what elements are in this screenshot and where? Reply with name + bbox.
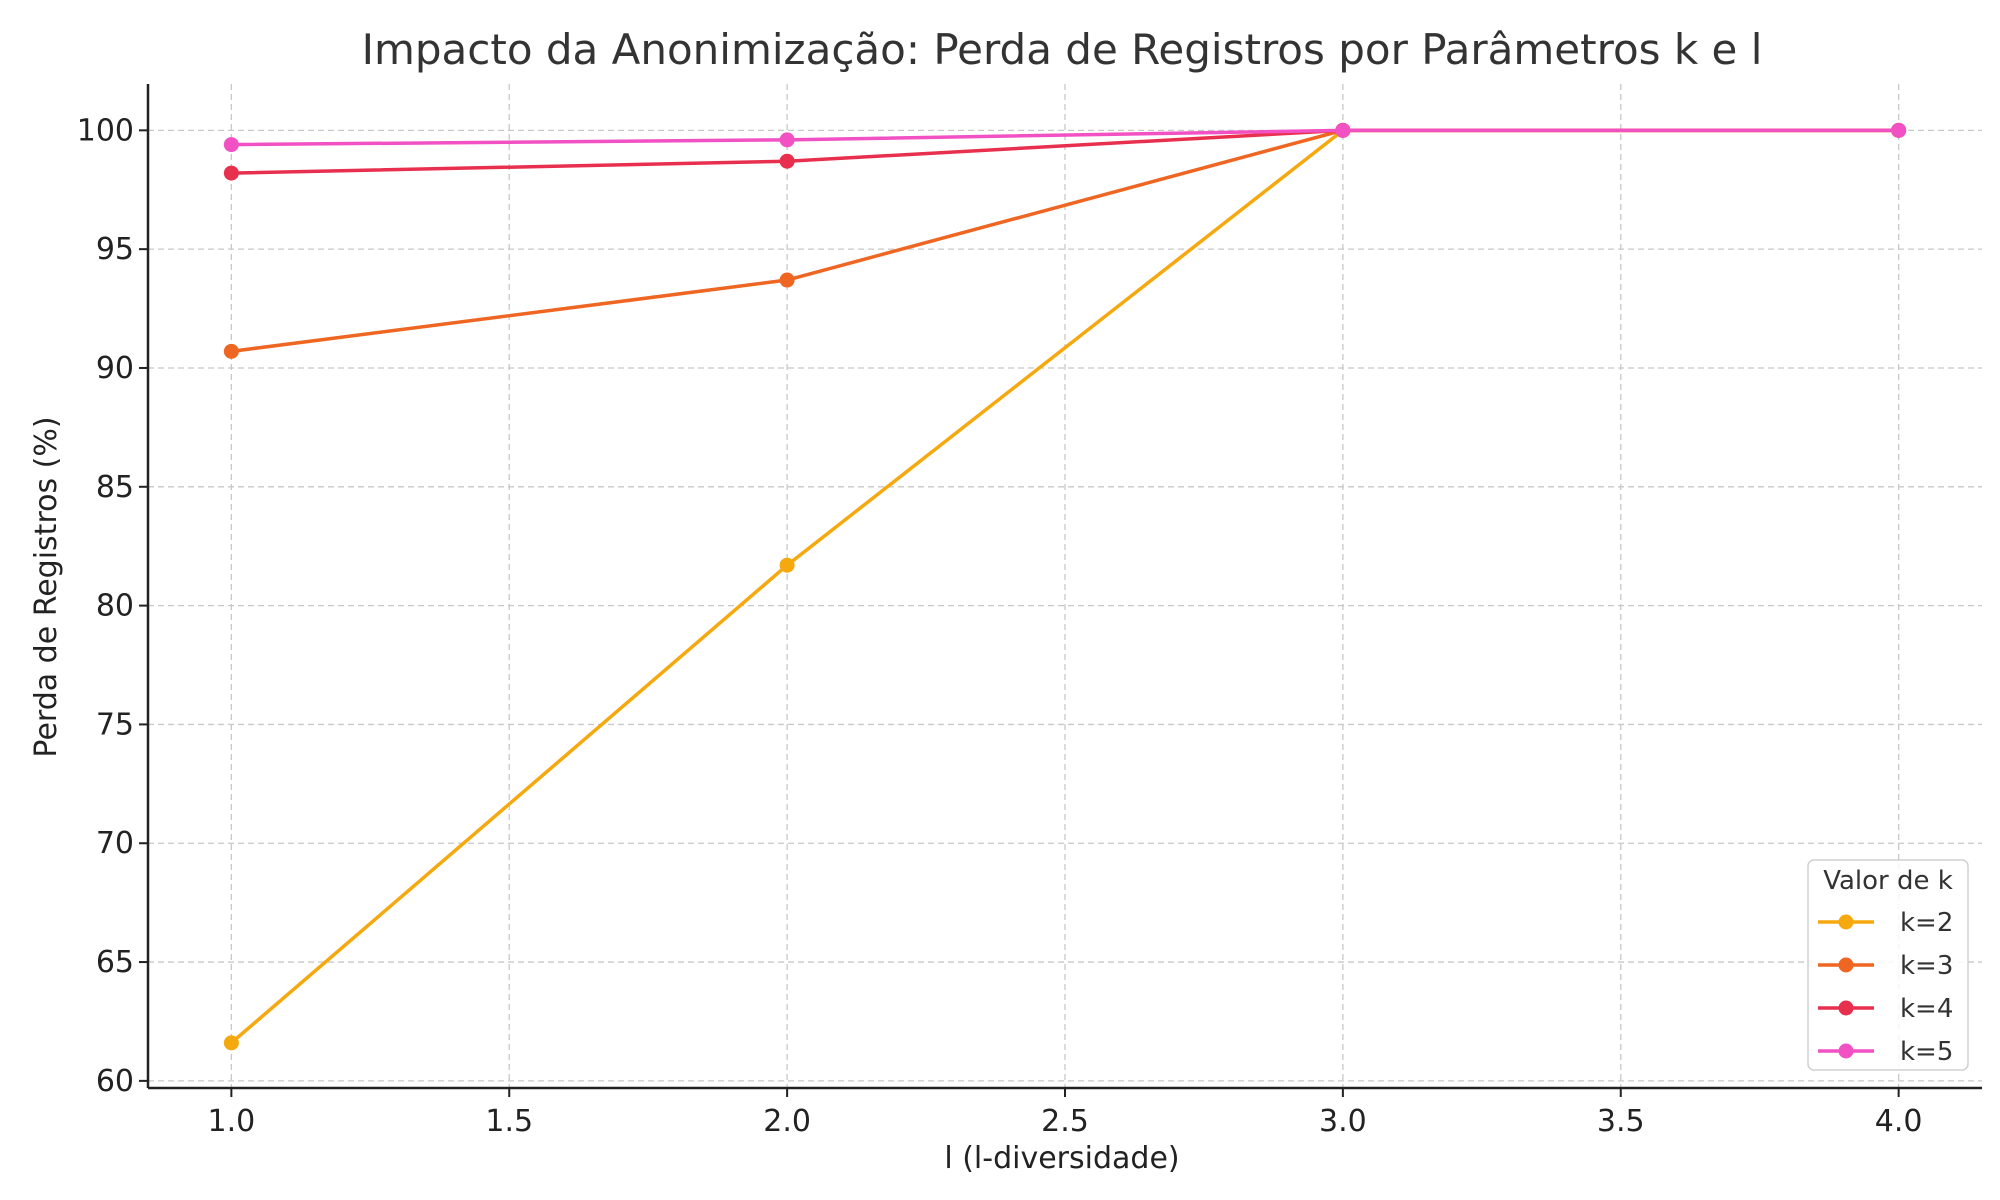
legend-entry: k=5 xyxy=(1818,1037,1953,1067)
y-tick-label: 100 xyxy=(77,113,134,148)
data-point xyxy=(223,165,239,181)
data-point xyxy=(779,132,795,148)
y-tick-label: 65 xyxy=(96,945,134,980)
x-tick-label: 4.0 xyxy=(1875,1104,1923,1139)
data-point xyxy=(223,1035,239,1051)
data-point xyxy=(779,272,795,288)
legend-entry: k=3 xyxy=(1818,951,1953,981)
legend-label: k=4 xyxy=(1900,994,1953,1024)
axes xyxy=(139,84,1982,1097)
grid xyxy=(148,84,1982,1088)
data-point xyxy=(779,557,795,573)
legend-label: k=5 xyxy=(1900,1037,1953,1067)
series-line xyxy=(231,128,1899,147)
data-point xyxy=(1891,122,1907,138)
series-k=5 xyxy=(223,122,1907,153)
x-tick-label: 3.0 xyxy=(1319,1104,1367,1139)
legend-marker xyxy=(1838,1000,1854,1016)
series-layer xyxy=(223,122,1907,1051)
tick-labels: 1.0 1.5 2.0 2.5 3.0 3.5 4.0 60 65 70 75 80 85 90 95 100 xyxy=(77,113,1923,1139)
legend-title: Valor de k xyxy=(1823,866,1953,896)
chart-title: Impacto da Anonimização: Perda de Regist… xyxy=(362,25,1763,74)
legend: Valor de k k=2 k=3 k=4 k=5 xyxy=(1807,859,1969,1071)
legend-entries: k=2 k=3 k=4 k=5 xyxy=(1818,908,1953,1067)
x-tick-label: 2.0 xyxy=(763,1104,811,1139)
legend-marker xyxy=(1838,957,1854,973)
legend-marker xyxy=(1838,1043,1854,1059)
data-point xyxy=(1335,122,1351,138)
legend-box xyxy=(1807,859,1969,1071)
x-tick-label: 1.0 xyxy=(208,1104,256,1139)
legend-label: k=2 xyxy=(1900,908,1953,938)
legend-label: k=3 xyxy=(1900,951,1953,981)
legend-entry: k=2 xyxy=(1818,908,1953,938)
data-point xyxy=(779,153,795,169)
data-point xyxy=(223,343,239,359)
x-tick-label: 2.5 xyxy=(1041,1104,1089,1139)
legend-marker xyxy=(1838,914,1854,930)
y-axis-label: Perda de Registros (%) xyxy=(29,416,64,757)
y-tick-label: 95 xyxy=(96,232,134,267)
x-tick-label: 3.5 xyxy=(1597,1104,1645,1139)
legend-entry: k=4 xyxy=(1818,994,1953,1024)
y-tick-label: 80 xyxy=(96,589,134,624)
data-point xyxy=(223,137,239,153)
y-tick-label: 90 xyxy=(96,351,134,386)
x-axis-label: l (l-diversidade) xyxy=(944,1141,1179,1176)
y-tick-label: 60 xyxy=(96,1064,134,1099)
y-tick-label: 85 xyxy=(96,470,134,505)
y-tick-label: 70 xyxy=(96,826,134,861)
x-tick-label: 1.5 xyxy=(485,1104,533,1139)
y-tick-label: 75 xyxy=(96,707,134,742)
